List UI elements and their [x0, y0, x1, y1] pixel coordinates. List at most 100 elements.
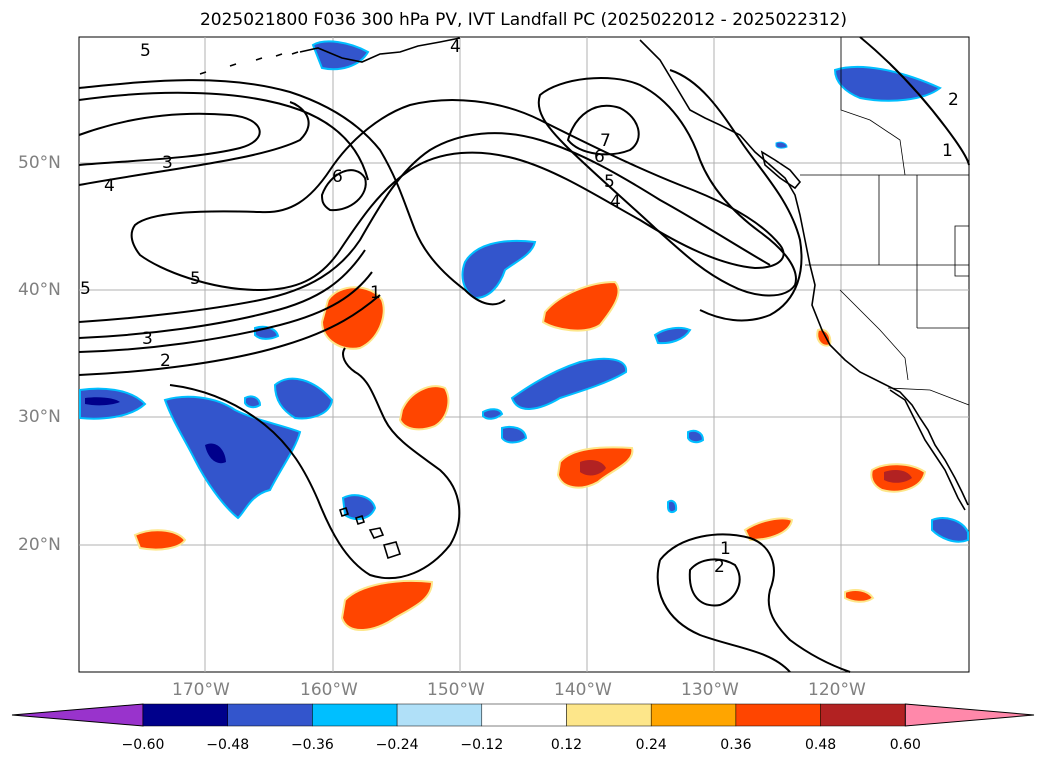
colorbar-tick-label: −0.24 — [375, 737, 419, 753]
map-frame — [78, 36, 970, 673]
ivt-positive-core — [580, 460, 606, 476]
vancouver-island — [760, 150, 802, 190]
bc-alberta-border — [840, 37, 906, 176]
land-outlines — [199, 37, 969, 560]
contour-label: 5 — [604, 172, 615, 192]
colorbar-tick-label: 0.60 — [889, 737, 921, 753]
colorbar-tick-label: 0.24 — [635, 737, 667, 753]
ivt-negative-blob — [341, 494, 377, 521]
lat-label-30n: 30°N — [18, 407, 61, 427]
ivt-negative-blob — [311, 40, 370, 71]
contour-label: 5 — [190, 269, 201, 289]
alaska-coast — [299, 37, 461, 63]
contour-label: 5 — [140, 41, 151, 61]
contour-label: 5 — [80, 279, 91, 299]
ivt-negative-blob — [687, 429, 705, 444]
baja-california — [889, 389, 966, 511]
pv-contour — [656, 559, 791, 673]
ivt-positive-blob — [398, 385, 450, 431]
ivt-negative-blob — [931, 517, 969, 543]
contour-label: 6 — [332, 167, 343, 187]
lat-label-40n: 40°N — [18, 280, 61, 300]
colorbar-segment — [227, 703, 313, 727]
contour-label: 7 — [600, 131, 611, 151]
political-borders — [800, 37, 970, 406]
grid — [79, 37, 969, 672]
contour-label: 1 — [942, 141, 953, 161]
ivt-positive-blob — [541, 280, 620, 332]
colorbar-segment — [735, 703, 821, 727]
pv-contour — [78, 249, 366, 339]
pv-contour — [320, 169, 367, 212]
pv-contour — [78, 112, 261, 166]
lon-label-170w: 170°W — [172, 680, 230, 700]
colorbar-tick-label: −0.48 — [206, 737, 250, 753]
contour-labels: 5 4 3 4 6 5 3 2 7 6 5 4 2 1 1 2 5 1 — [80, 37, 959, 577]
colorbar-segment — [312, 703, 398, 727]
ivt-negative-blob — [244, 395, 262, 409]
colorbar-tick-label: 0.48 — [805, 737, 837, 753]
ivt-negative-blob — [501, 425, 528, 444]
colorbar-segment — [396, 703, 483, 727]
contour-label: 6 — [594, 147, 605, 167]
ivt-negative-blob — [461, 239, 537, 300]
ivt-negative-blob — [775, 141, 788, 149]
pv-contour — [566, 104, 640, 156]
pv-contour — [859, 36, 970, 166]
pv-contour — [78, 294, 381, 376]
colorbar-tick-label: 0.12 — [550, 737, 583, 753]
contour-label: 3 — [142, 329, 153, 349]
pv-contour — [78, 271, 373, 353]
ivt-negative-blob — [510, 357, 628, 410]
lat-label-50n: 50°N — [18, 153, 61, 173]
colorbar-arrow-left — [11, 703, 144, 727]
contour-label: 3 — [162, 153, 173, 173]
state-border — [954, 225, 970, 277]
pv-contour — [78, 132, 771, 323]
colorbar-tick-label: −0.12 — [460, 737, 504, 753]
ca-nv-border — [839, 289, 909, 381]
map-title: 2025021800 F036 300 hPa PV, IVT Landfall… — [199, 10, 847, 30]
colorbar-tick-label: 0.36 — [720, 737, 752, 753]
ivt-positive-blob — [844, 589, 875, 603]
pv-contour — [688, 558, 741, 607]
colorbar-segment — [650, 703, 737, 727]
us-mexico-border — [887, 387, 970, 406]
ivt-positive-blob — [743, 517, 794, 542]
ivt-negative-core — [85, 397, 120, 406]
pv-contour — [78, 91, 369, 181]
contour-label: 2 — [160, 351, 171, 371]
lon-label-150w: 150°W — [427, 680, 485, 700]
ivt-positive-core — [884, 470, 912, 483]
colorbar-arrow-right — [904, 703, 1035, 727]
lon-label-140w: 140°W — [554, 680, 612, 700]
colorbar-segment — [566, 703, 652, 727]
pv-contour — [78, 79, 506, 306]
colorbar-segment — [481, 703, 567, 727]
ivt-positive-blob — [133, 529, 187, 551]
contour-label: 2 — [714, 557, 725, 577]
contour-label: 1 — [720, 539, 731, 559]
pv-contour — [169, 347, 461, 580]
ivt-negative-core — [205, 443, 226, 464]
colorbar-tick-label: −0.36 — [290, 737, 334, 753]
lon-label-130w: 130°W — [681, 680, 739, 700]
contour-label: 2 — [948, 90, 959, 110]
ivt-negative-blob — [653, 326, 692, 345]
contour-label: 4 — [450, 37, 461, 57]
pv-contour — [669, 69, 803, 322]
ivt-positive-regions — [133, 280, 927, 632]
colorbar — [11, 703, 1035, 727]
ivt-negative-blob — [482, 408, 504, 420]
lon-label-160w: 160°W — [300, 680, 358, 700]
contour-label: 1 — [370, 283, 381, 303]
colorbar-segment — [142, 703, 228, 727]
contour-label: 4 — [610, 192, 621, 212]
pv-contour — [78, 101, 310, 186]
na-west-coast — [639, 39, 969, 506]
ivt-negative-blob — [833, 65, 942, 102]
lat-label-20n: 20°N — [18, 535, 61, 555]
colorbar-segment — [820, 703, 906, 727]
pv-contour — [659, 533, 851, 673]
